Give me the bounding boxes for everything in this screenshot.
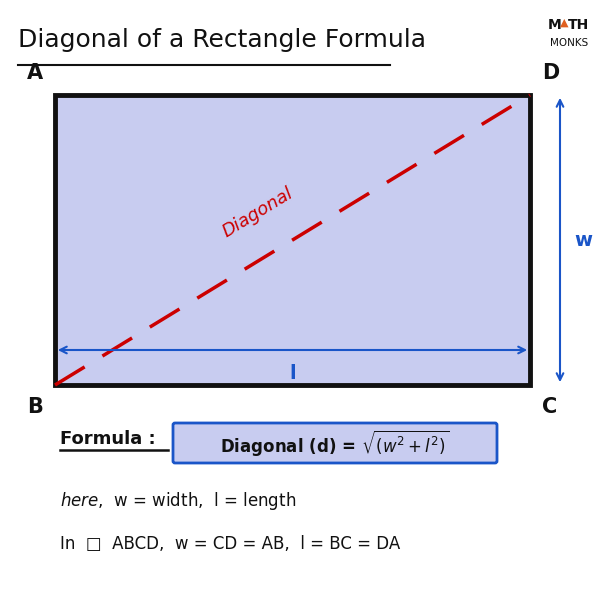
Text: w: w (574, 230, 592, 249)
Text: D: D (542, 63, 559, 83)
Text: A: A (27, 63, 43, 83)
Text: Diagonal: Diagonal (219, 184, 296, 241)
Text: M: M (548, 18, 562, 32)
Text: l: l (289, 364, 296, 383)
Text: MONKS: MONKS (550, 38, 588, 48)
Text: TH: TH (568, 18, 589, 32)
Text: Diagonal of a Rectangle Formula: Diagonal of a Rectangle Formula (18, 28, 426, 52)
Bar (55, 95, 530, 385)
Text: Diagonal (d) = $\sqrt{(w^2 + l^2)}$: Diagonal (d) = $\sqrt{(w^2 + l^2)}$ (220, 428, 449, 458)
Text: C: C (542, 397, 557, 417)
Text: In  □  ABCD,  w = CD = AB,  l = BC = DA: In □ ABCD, w = CD = AB, l = BC = DA (60, 535, 400, 553)
Text: $\it{here}$,  w = width,  l = length: $\it{here}$, w = width, l = length (60, 490, 296, 512)
Text: Formula :: Formula : (60, 430, 155, 448)
Text: ▲: ▲ (560, 18, 569, 28)
FancyBboxPatch shape (173, 423, 497, 463)
Text: B: B (27, 397, 43, 417)
